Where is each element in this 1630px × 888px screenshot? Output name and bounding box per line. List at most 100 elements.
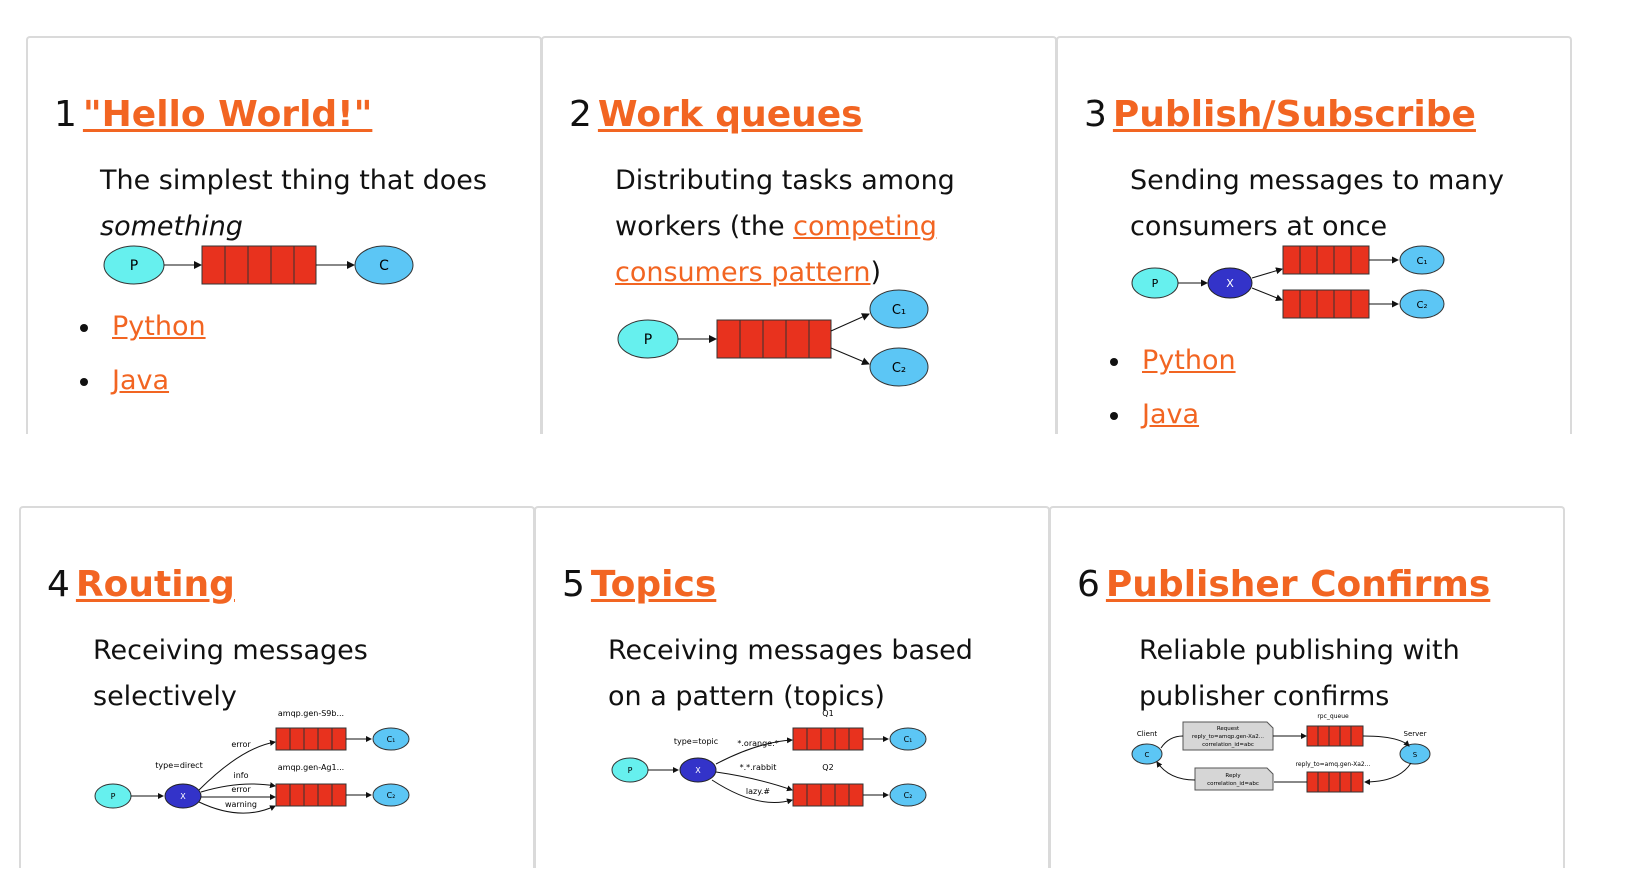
tutorial-description: The simplest thing that does something (100, 158, 500, 250)
binding-label: error (231, 785, 251, 794)
card-title: 4 Routing (47, 564, 235, 605)
request-message: Request reply_to=amqp.gen-Xa2... correla… (1182, 721, 1274, 751)
exchange-node (164, 783, 202, 809)
tutorial-description: Receiving messages based on a pattern (t… (608, 628, 1008, 720)
language-links: Python Java (1110, 334, 1236, 434)
tutorial-card-6: 6 Publisher Confirms Reliable publishing … (1049, 506, 1565, 868)
message-line: correlation_id=abc (1207, 781, 1259, 787)
card-title: 1 "Hello World!" (54, 94, 372, 135)
tutorial-description: Reliable publishing with publisher confi… (1139, 628, 1539, 720)
description-text: Receiving messages selectively (93, 635, 368, 712)
tutorial-title-link[interactable]: Routing (75, 564, 235, 605)
description-text: Sending messages to many consumers at on… (1130, 165, 1504, 242)
consumer-label: C₂ (387, 791, 396, 800)
description-text: Receiving messages based on a pattern (t… (608, 635, 973, 712)
consumer-node (869, 347, 929, 387)
java-link[interactable]: Java (112, 365, 170, 396)
queue (1306, 771, 1364, 793)
binding-label: warning (225, 800, 257, 809)
competing-consumers-link[interactable]: competing consumers pattern (615, 211, 937, 288)
consumer-label: C₁ (892, 303, 906, 318)
tutorial-card-2: 2 Work queues Distributing tasks among wo… (541, 36, 1057, 434)
list-item: Python (1110, 334, 1236, 388)
publisher-confirms-diagram: Client Server C S Request reply_to=amqp.… (1131, 713, 1431, 793)
tutorial-card-3: 3 Publish/Subscribe Sending messages to m… (1056, 36, 1572, 434)
consumer-label: C₂ (904, 791, 913, 800)
producer-label: P (130, 258, 138, 274)
queue-label: amqp.gen-S9b... (278, 709, 344, 718)
queue (1306, 725, 1364, 747)
card-title: 5 Topics (562, 564, 716, 605)
python-link[interactable]: Python (112, 311, 206, 342)
exchange-node (679, 757, 717, 783)
consumer-node (1399, 245, 1445, 275)
tutorial-title-link[interactable]: Publisher Confirms (1105, 564, 1491, 605)
consumer-node (889, 727, 927, 751)
card-title: 2 Work queues (569, 94, 863, 135)
consumer-label: C (379, 258, 389, 274)
list-item: Java (1110, 388, 1236, 434)
tutorial-card-1: 1 "Hello World!" The simplest thing that … (26, 36, 542, 434)
reply-message: Reply correlation_id=abc (1194, 767, 1274, 791)
card-title: 3 Publish/Subscribe (1084, 94, 1476, 135)
consumer-node (1399, 289, 1445, 319)
queue (201, 245, 317, 285)
message-line: correlation_id=abc (1202, 742, 1254, 748)
tutorial-title-link[interactable]: Publish/Subscribe (1112, 94, 1476, 135)
exchange-type-label: type=direct (155, 761, 202, 770)
consumer-node (354, 245, 414, 285)
description-text: The simplest thing that does (100, 165, 487, 196)
queue (1282, 289, 1370, 319)
message-line: reply_to=amqp.gen-Xa2... (1192, 734, 1264, 740)
binding-label: *.*.rabbit (740, 763, 777, 772)
list-item: Java (80, 354, 206, 408)
consumer-label: C₂ (1417, 300, 1428, 311)
queue (716, 319, 832, 359)
queue-label: reply_to=amq.gen-Xa2... (1296, 761, 1371, 768)
server-node-label: S (1413, 751, 1418, 759)
binding-label: error (231, 740, 251, 749)
consumer-label: C₁ (1417, 256, 1428, 267)
consumer-node (869, 289, 929, 329)
consumer-node (372, 783, 410, 807)
exchange-label: X (180, 792, 186, 801)
binding-label: lazy.# (746, 787, 770, 796)
server-label: Server (1404, 730, 1427, 738)
work-queues-diagram: P C₁ C₂ (617, 289, 929, 387)
queue-label: Q1 (822, 709, 833, 718)
list-item: Python (80, 300, 206, 354)
description-text: ) (870, 257, 882, 288)
queue (792, 783, 864, 807)
consumer-label: C₁ (387, 735, 396, 744)
tutorial-number: 3 (1084, 94, 1107, 135)
description-text: Distributing tasks among workers (the (615, 165, 955, 242)
tutorial-title-link[interactable]: "Hello World!" (82, 94, 373, 135)
tutorial-number: 5 (562, 564, 585, 605)
consumer-node (889, 783, 927, 807)
producer-label: P (644, 332, 652, 348)
queue-label: Q2 (822, 763, 833, 772)
tutorial-number: 6 (1077, 564, 1100, 605)
python-link[interactable]: Python (1142, 345, 1236, 376)
consumer-label: C₂ (892, 361, 906, 376)
routing-diagram: amqp.gen-S9b... amqp.gen-Ag1... type=dir… (94, 709, 410, 814)
tutorial-title-link[interactable]: Topics (590, 564, 717, 605)
queue-label: rpc_queue (1317, 713, 1349, 720)
tutorial-description: Distributing tasks among workers (the co… (615, 158, 1015, 296)
queue (275, 727, 347, 751)
server-node (1399, 743, 1431, 765)
tutorial-card-4: 4 Routing Receiving messages selectively … (19, 506, 535, 868)
java-link[interactable]: Java (1142, 399, 1200, 430)
binding-label: *.orange.* (737, 739, 778, 748)
tutorial-title-link[interactable]: Work queues (597, 94, 863, 135)
tutorial-number: 4 (47, 564, 70, 605)
consumer-label: C₁ (904, 735, 913, 744)
client-node (1131, 743, 1163, 765)
consumer-node (372, 727, 410, 751)
tutorial-number: 1 (54, 94, 77, 135)
tutorial-number: 2 (569, 94, 592, 135)
queue (1282, 245, 1370, 275)
language-links: Python Java (80, 300, 206, 408)
queue (275, 783, 347, 807)
message-line: Request (1217, 726, 1240, 732)
